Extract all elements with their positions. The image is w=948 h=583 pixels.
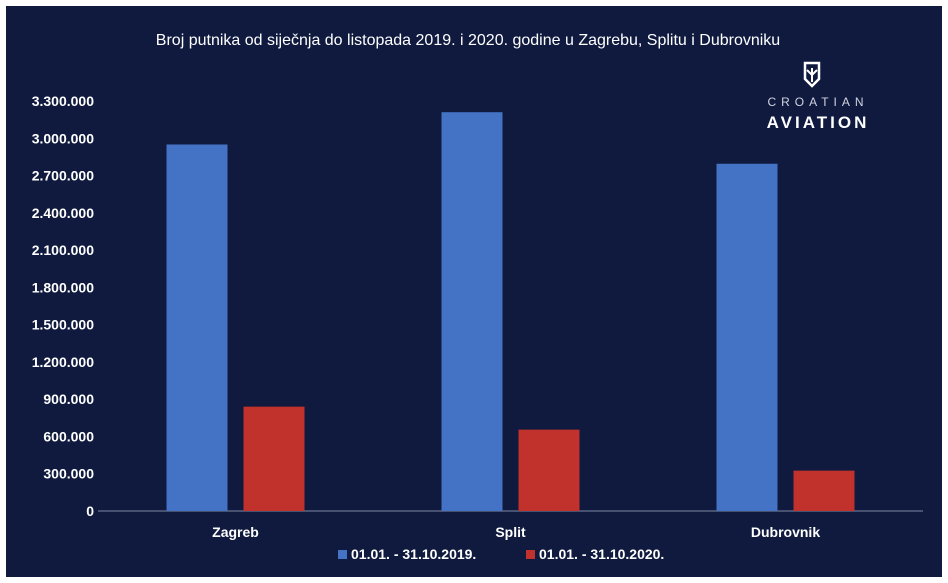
bars — [166, 112, 855, 511]
y-tick-label: 3.000.000 — [32, 130, 94, 146]
y-tick-label: 900.000 — [43, 391, 94, 407]
bar-zagreb-series-1 — [166, 144, 228, 511]
chart: Broj putnika od siječnja do listopada 20… — [32, 32, 923, 562]
legend-swatch-series-2 — [526, 550, 535, 559]
y-axis-ticks: 0 300.000 600.000 900.000 1.200.000 1.500.000… — [32, 93, 95, 519]
x-axis-ticks: Zagreb Split Dubrovnik — [212, 524, 820, 540]
y-tick-label: 3.300.000 — [32, 93, 94, 109]
y-tick-label: 1.500.000 — [32, 317, 94, 333]
y-tick-label: 300.000 — [43, 466, 94, 482]
logo-line-1: CROATIAN — [767, 95, 868, 109]
chart-frame: Broj putnika od siječnja do listopada 20… — [6, 6, 942, 577]
chart-title: Broj putnika od siječnja do listopada 20… — [156, 32, 780, 49]
bar-split-series-2 — [518, 429, 580, 511]
logo-line-2: AVIATION — [767, 113, 870, 132]
y-tick-label: 2.100.000 — [32, 242, 94, 258]
bar-split-series-1 — [441, 112, 503, 511]
y-tick-label: 2.400.000 — [32, 205, 94, 221]
y-tick-label: 1.800.000 — [32, 279, 94, 295]
x-tick-label: Split — [495, 524, 526, 540]
y-tick-label: 1.200.000 — [32, 354, 94, 370]
x-tick-label: Zagreb — [212, 524, 259, 540]
legend-label-series-2: 01.01. - 31.10.2020. — [539, 546, 664, 562]
y-tick-label: 0 — [86, 503, 94, 519]
bar-zagreb-series-2 — [243, 406, 305, 511]
y-tick-label: 2.700.000 — [32, 168, 94, 184]
legend: 01.01. - 31.10.2019. 01.01. - 31.10.2020. — [338, 546, 664, 562]
bar-dubrovnik-series-2 — [793, 470, 855, 511]
y-tick-label: 600.000 — [43, 428, 94, 444]
croatian-aviation-logo-icon — [803, 61, 821, 88]
legend-label-series-1: 01.01. - 31.10.2019. — [351, 546, 476, 562]
legend-swatch-series-1 — [338, 550, 347, 559]
logo: CROATIAN AVIATION — [767, 61, 870, 132]
bar-dubrovnik-series-1 — [716, 163, 778, 511]
x-tick-label: Dubrovnik — [751, 524, 820, 540]
